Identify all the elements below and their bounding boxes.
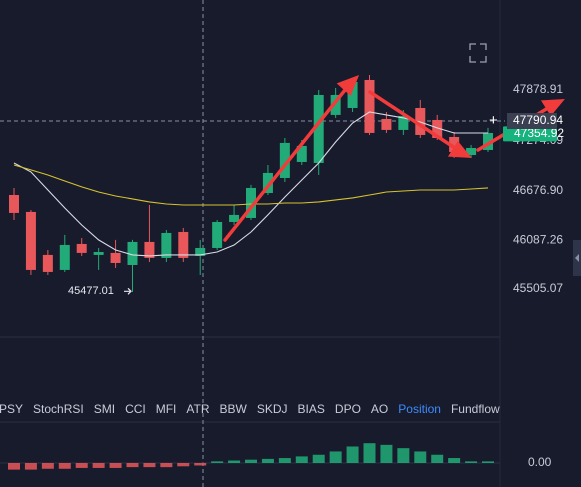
candle-body (262, 172, 273, 193)
indicator-tab[interactable]: MFI (156, 402, 177, 416)
candle-body (195, 247, 206, 256)
candle-body (42, 254, 53, 272)
y-tick-label: 46676.90 (513, 183, 563, 197)
indicator-tab[interactable]: SKDJ (257, 402, 288, 416)
candle-body (296, 145, 307, 162)
candle-body (466, 147, 477, 156)
candle-body (330, 94, 341, 115)
indicator-bar (329, 451, 342, 463)
fullscreen-icon[interactable] (469, 43, 487, 63)
indicator-bar (312, 454, 325, 463)
indicator-bar (194, 463, 207, 466)
indicator-tab[interactable]: Position (398, 402, 441, 416)
indicator-bar (8, 463, 20, 470)
candle-body (9, 194, 19, 213)
indicator-tabs: PSY StochRSI SMI CCI MFI ATR BBW SKDJ BIAS DPO AO P… (0, 402, 500, 416)
ma-line (13, 164, 489, 206)
low-marker-label: 45477.01 (68, 285, 114, 297)
indicator-bar (346, 446, 359, 463)
candle-body (76, 243, 87, 253)
indicator-tab[interactable]: DPO (335, 402, 361, 416)
indicator-bar (228, 460, 241, 463)
indicator-bar (414, 451, 427, 463)
candle-body (279, 142, 290, 178)
candle-body (398, 115, 409, 130)
indicator-bar (278, 458, 291, 463)
indicator-tab[interactable]: BIAS (298, 402, 325, 416)
candle-body (229, 214, 240, 222)
last-price-label: 47354.92 (514, 126, 564, 140)
crosshair-tag (507, 113, 557, 129)
last-price-tag (503, 126, 557, 142)
candle-body (110, 252, 121, 263)
crosshair-plus: + (489, 112, 498, 129)
indicator-bar (261, 458, 274, 463)
indicator-bar (92, 463, 105, 468)
indicator-bar (482, 461, 494, 463)
arrow-head (447, 141, 472, 158)
indicator-bar (380, 444, 393, 463)
candle-body (25, 211, 36, 270)
crosshair-price-label: 47790.94 (513, 113, 563, 127)
low-marker-arrow (124, 287, 132, 295)
candle-body (364, 79, 375, 133)
indicator-bar (41, 463, 54, 469)
candle-body (483, 132, 493, 150)
indicator-tab[interactable]: PSY (0, 402, 23, 416)
indicator-bar (211, 461, 224, 463)
indicator-tab[interactable]: Fundflow (451, 402, 500, 416)
indicator-bar (245, 459, 257, 463)
candle-body (178, 231, 189, 258)
indicator-tab[interactable]: AO (371, 402, 388, 416)
arrow-head (540, 99, 565, 116)
arrow-head (336, 74, 360, 96)
candle-body (93, 251, 104, 255)
indicator-bar (448, 458, 461, 463)
indicator-bar (177, 463, 190, 467)
indicator-bar (465, 461, 478, 463)
indicator-bar (58, 463, 71, 469)
indicator-bar (75, 463, 88, 468)
y-tick-label: 47878.91 (513, 82, 563, 96)
candle-body (59, 244, 70, 270)
price-axis: 47878.9147274.0946676.9046087.2645505.07… (68, 82, 564, 297)
indicator-bar (109, 463, 122, 468)
candle-body (381, 118, 392, 130)
arrow-up (223, 88, 347, 242)
indicator-tab[interactable]: BBW (220, 402, 248, 416)
indicator-tab[interactable]: SMI (94, 402, 115, 416)
indicator-panel: 0.00 (0, 443, 552, 470)
arrow-down (368, 90, 457, 150)
indicator-bar (397, 448, 410, 463)
indicator-tab[interactable]: ATR (186, 402, 209, 416)
indicator-bar (295, 456, 308, 463)
fullscreen-glyph[interactable] (469, 43, 487, 63)
y-tick-label: 46087.26 (513, 232, 563, 246)
candle-body (432, 119, 443, 138)
candle-body (127, 241, 138, 265)
y-tick-label: 45505.07 (513, 281, 563, 295)
candle-body (212, 221, 223, 248)
indicator-bar (363, 443, 376, 463)
indicator-tab[interactable]: CCI (125, 402, 146, 416)
indicator-tick-label: 0.00 (528, 455, 552, 469)
indicator-bar (431, 454, 444, 463)
candle-body (449, 136, 460, 152)
indicator-bar (24, 463, 37, 470)
indicator-bar (143, 463, 156, 468)
candle-body (313, 94, 324, 163)
indicator-bar (160, 463, 173, 468)
side-handle-arrow[interactable] (575, 254, 579, 262)
candle-body (246, 187, 256, 218)
candle-body (347, 81, 358, 108)
candle-body (144, 241, 155, 258)
indicator-tab[interactable]: StochRSI (33, 402, 84, 416)
indicator-bar (126, 463, 139, 468)
candle-body (161, 232, 172, 258)
